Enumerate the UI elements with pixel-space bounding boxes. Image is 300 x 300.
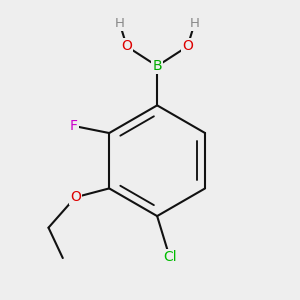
Text: F: F: [70, 119, 77, 133]
Text: Cl: Cl: [163, 250, 176, 264]
Text: H: H: [115, 17, 124, 30]
Text: B: B: [152, 59, 162, 73]
Text: O: O: [121, 39, 132, 53]
Text: H: H: [190, 17, 200, 30]
Text: O: O: [182, 39, 193, 53]
Text: O: O: [70, 190, 81, 204]
